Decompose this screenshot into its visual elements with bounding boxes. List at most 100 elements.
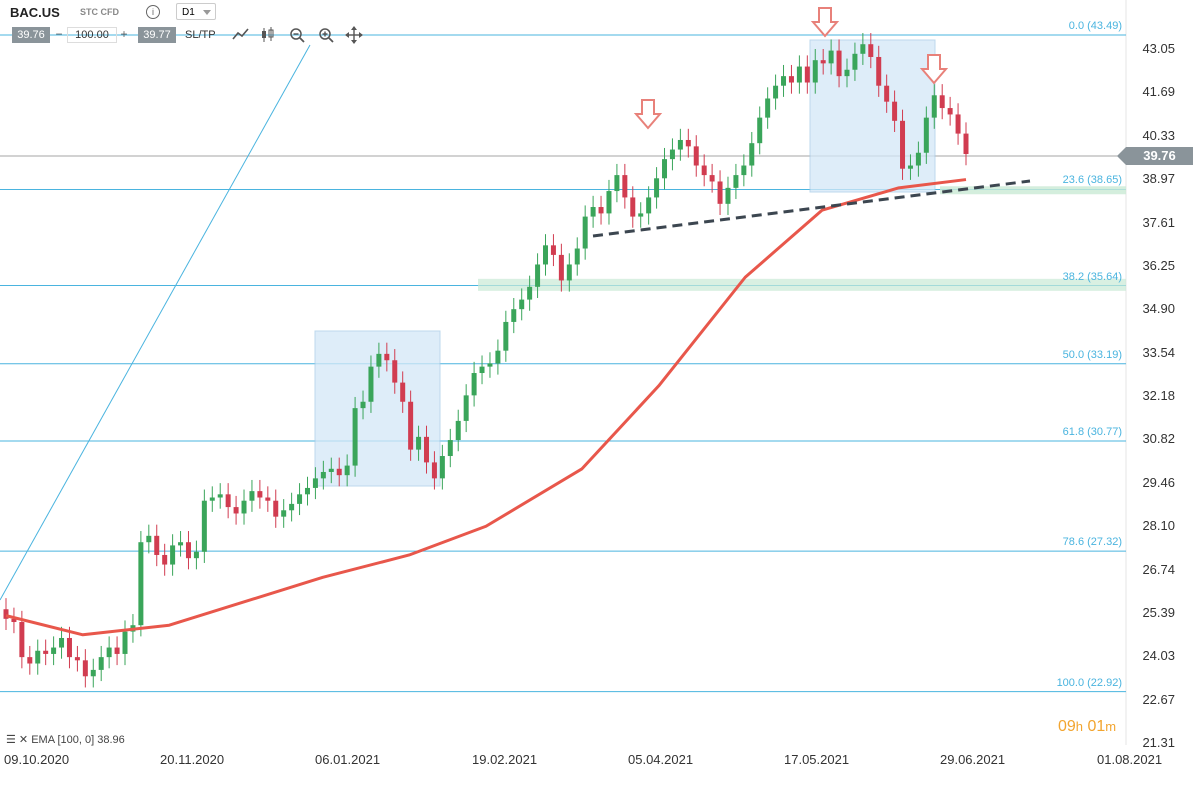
candle-body [170,545,176,565]
fib-level-label: 50.0 (33.19) [1062,348,1122,361]
sell-arrow-icon [919,54,949,85]
candle-body [939,95,945,109]
candle-body [646,197,652,214]
candle-body [352,408,358,466]
date-tick-label: 09.10.2020 [4,752,70,767]
candle-body [622,175,628,198]
chevron-down-icon [203,10,211,15]
timeframe-select[interactable]: D1 [176,3,216,20]
candle-body [162,554,168,565]
candle-body [733,175,739,188]
info-icon[interactable]: i [146,5,160,19]
candle-body [471,373,477,396]
candle-body [273,500,279,517]
candle-body [146,535,152,543]
ema-legend-text: EMA [100, 0] 38.96 [31,734,125,746]
candle-body [781,76,787,86]
chart-grid [0,0,1127,745]
candle-body [955,114,961,134]
fib-level-label: 78.6 (27.32) [1062,536,1122,549]
candle-body [606,191,612,214]
price-tick-label: 34.90 [1142,301,1175,317]
price-tick-label: 22.67 [1142,691,1175,707]
candle-body [535,264,541,287]
fib-level-label: 23.6 (38.65) [1062,174,1122,187]
candle-body [439,456,445,479]
candle-body [51,647,57,654]
candle-body [796,66,802,83]
price-tick-label: 36.25 [1142,258,1175,274]
candle-body [11,618,17,623]
fib-level-label: 61.8 (30.77) [1062,426,1122,438]
candle-body [233,507,239,514]
candle-body [281,510,287,517]
candle-body [3,609,9,619]
candle-body [360,401,366,409]
candle-body [178,542,184,546]
price-tick-label: 37.61 [1142,214,1175,230]
sell-arrow-icon [810,7,840,38]
zoom-out-icon[interactable] [287,25,307,45]
timer-minutes-unit: m [1105,719,1117,734]
fib-level-label: 38.2 (35.64) [1062,270,1122,283]
ask-price-button[interactable]: 39.77 [138,27,176,43]
candle-body [106,647,112,658]
candle-body [693,146,699,166]
candle-body [98,657,104,670]
date-tick-label: 05.04.2021 [628,752,694,767]
candle-body [43,650,49,654]
candle-body [138,542,144,626]
candle-body [328,468,334,472]
candle-body [836,50,842,77]
sltp-button[interactable]: SL/TP [185,29,216,41]
line-chart-icon[interactable] [230,25,250,45]
candle-body [82,660,88,677]
diagonal-trendline [0,44,311,601]
candle-body [662,159,668,179]
candle-body [630,197,636,217]
price-tick-label: 40.33 [1142,127,1175,143]
price-tick-label: 26.74 [1142,561,1175,577]
quantity-increase-button[interactable]: + [120,27,128,41]
candle-body [257,491,263,498]
candle-body [320,471,326,479]
candle-body [74,657,80,661]
candle-body [209,497,215,501]
candlesticks [3,33,969,688]
move-icon[interactable] [344,25,364,45]
candle-body [265,497,271,501]
candle-body [154,535,160,555]
candle-body [717,181,723,204]
quantity-input[interactable]: 100.00 [67,27,117,43]
candle-body [923,117,929,153]
candle-body [511,309,517,322]
indicator-legend[interactable]: ☰ ✕ EMA [100, 0] 38.96 [6,734,125,746]
instrument-type-label: STC CFD [80,7,119,17]
candles-icon[interactable] [258,25,278,45]
price-tick-label: 21.31 [1142,735,1175,750]
candle-body [765,98,771,118]
date-tick-label: 01.08.2021 [1097,752,1163,767]
ema-line [5,178,967,637]
candle-body [201,500,207,552]
candle-timer: 09h 01m [1058,718,1116,736]
zoom-in-icon[interactable] [316,25,336,45]
price-tick-label: 25.39 [1142,604,1175,620]
fib-level-label: 0.0 (43.49) [1068,19,1122,32]
candle-body [773,85,779,99]
candle-body [598,207,604,214]
candle-body [963,133,969,155]
quantity-decrease-button[interactable]: − [55,27,63,41]
candle-body [590,207,596,217]
candle-body [582,216,588,249]
candle-body [416,436,422,450]
candle-body [574,248,580,265]
candle-body [654,178,660,198]
bid-price-button[interactable]: 39.76 [12,27,50,43]
timeframe-value: D1 [182,7,195,18]
symbol-label: BAC.US [10,5,60,20]
candle-body [685,139,691,147]
trend-drawings[interactable] [0,44,1031,601]
candle-body [35,650,41,664]
